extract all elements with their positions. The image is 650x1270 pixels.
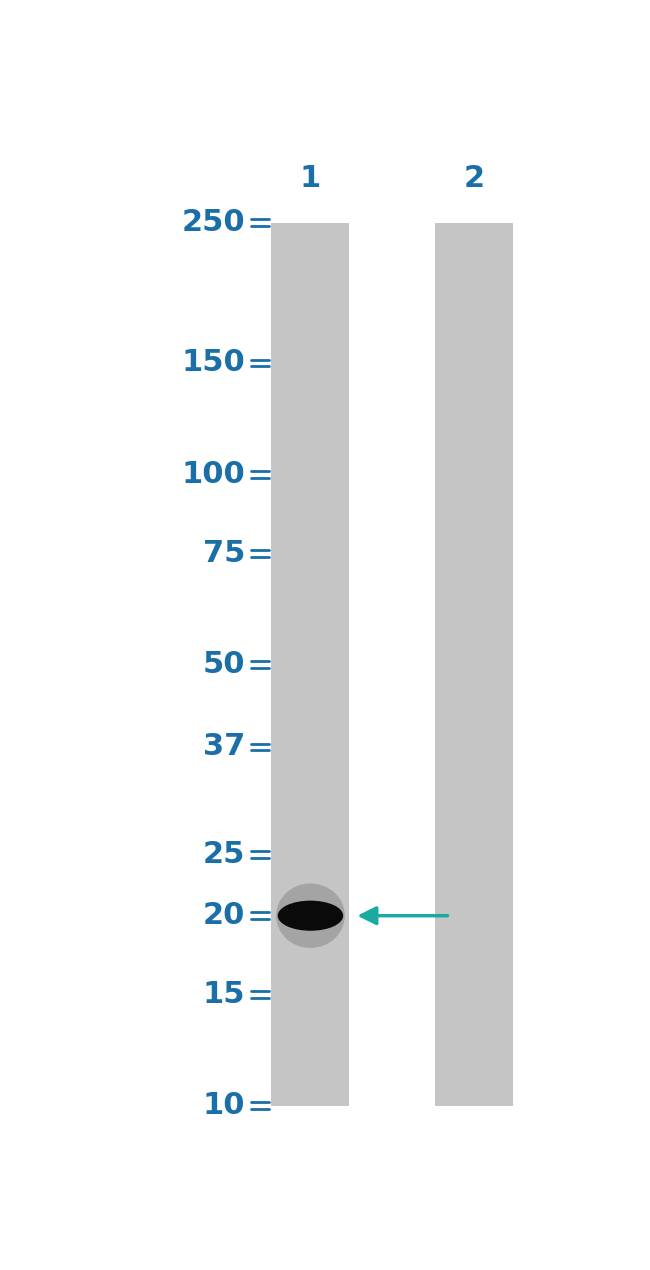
Text: 2: 2 — [463, 164, 485, 193]
Text: 20: 20 — [203, 902, 245, 930]
Text: 25: 25 — [203, 839, 245, 869]
Text: 15: 15 — [203, 980, 245, 1010]
Ellipse shape — [278, 900, 343, 931]
Text: 100: 100 — [181, 460, 245, 489]
Text: 150: 150 — [181, 348, 245, 377]
Text: 75: 75 — [203, 538, 245, 568]
Text: 37: 37 — [203, 733, 245, 762]
Ellipse shape — [276, 884, 345, 947]
Bar — [272, 222, 350, 1106]
Bar — [435, 222, 514, 1106]
Text: 10: 10 — [203, 1091, 245, 1120]
Text: 50: 50 — [203, 650, 245, 679]
Text: 1: 1 — [300, 164, 321, 193]
Text: 250: 250 — [181, 208, 245, 237]
